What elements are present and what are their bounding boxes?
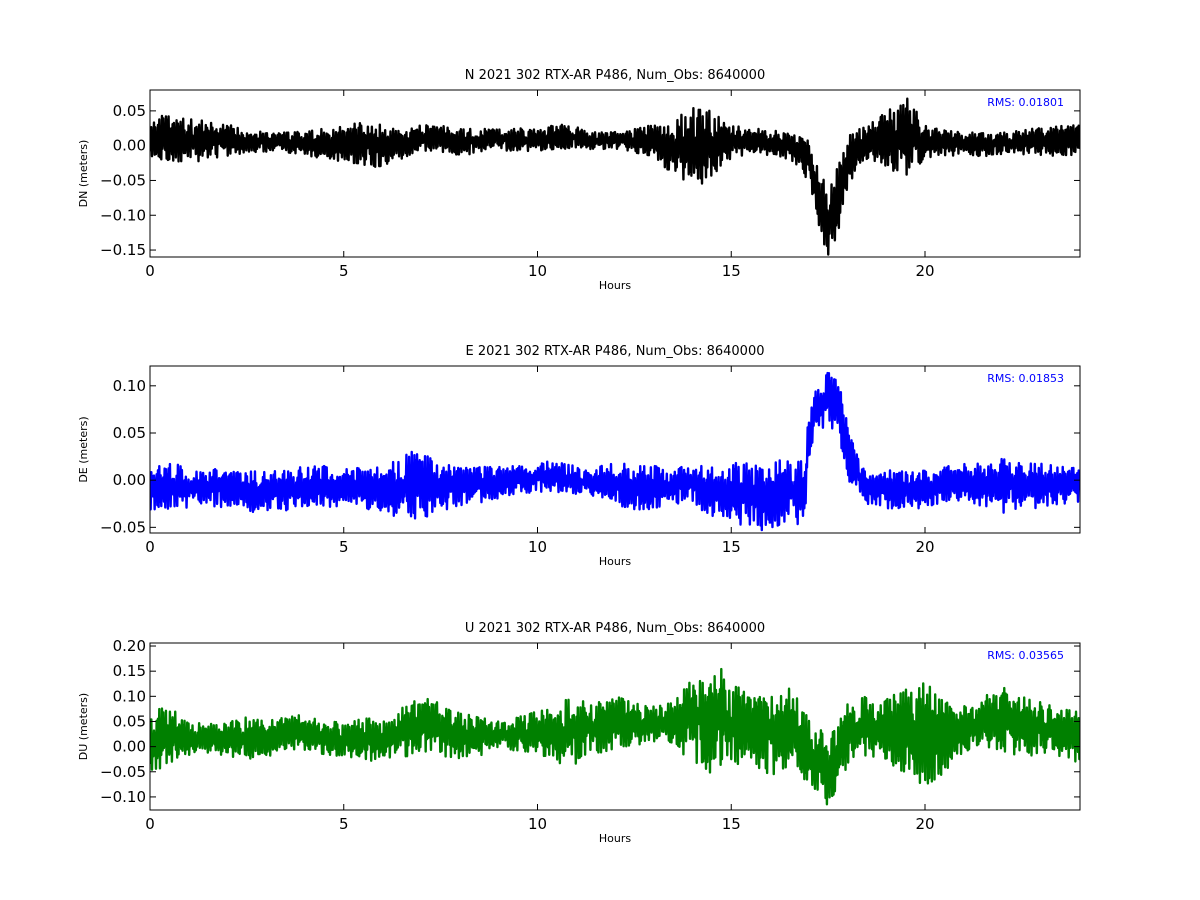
up-ytick-label: 0.20 — [113, 637, 146, 655]
east-xtick-label: 10 — [528, 538, 547, 556]
up-panel: 0 5 10 15 20 0.20 0.15 0.10 0.05 0.00 −0.05 −0.10 U … — [77, 621, 1081, 845]
north-axes-frame — [149, 89, 1081, 258]
east-xtick-label: 20 — [915, 538, 934, 556]
east-ytick-label: 0.00 — [113, 471, 146, 489]
east-xtick-label: 0 — [145, 538, 155, 556]
north-ytick-label: 0.05 — [113, 102, 146, 120]
north-ytick-label: −0.15 — [100, 241, 146, 259]
up-series-line — [150, 667, 1080, 806]
east-ytick-label: 0.05 — [113, 424, 146, 442]
up-ytick-label: −0.10 — [100, 788, 146, 806]
north-rms-annotation: RMS: 0.01801 — [987, 96, 1064, 109]
east-series-line — [150, 371, 1080, 532]
up-rms-annotation: RMS: 0.03565 — [987, 649, 1064, 662]
east-axes-frame — [149, 365, 1081, 534]
north-xtick-label: 20 — [915, 262, 934, 280]
up-chart-title: U 2021 302 RTX-AR P486, Num_Obs: 8640000 — [465, 621, 765, 636]
north-ytick-label: −0.10 — [100, 206, 146, 224]
east-ytick-label: −0.05 — [100, 518, 146, 536]
north-xtick-label: 15 — [722, 262, 741, 280]
up-xtick-label: 15 — [722, 815, 741, 833]
north-xtick-label: 10 — [528, 262, 547, 280]
east-rms-annotation: RMS: 0.01853 — [987, 372, 1064, 385]
north-ytick-label: 0.00 — [113, 137, 146, 155]
up-ytick-label: 0.05 — [113, 712, 146, 730]
up-axes-frame — [149, 642, 1081, 811]
east-xaxis-label: Hours — [599, 555, 631, 568]
north-xtick-label: 0 — [145, 262, 155, 280]
up-ytick-label: 0.00 — [113, 738, 146, 756]
up-xaxis-label: Hours — [599, 832, 631, 845]
east-chart-title: E 2021 302 RTX-AR P486, Num_Obs: 8640000 — [466, 344, 765, 359]
east-yaxis-label: DE (meters) — [77, 416, 90, 482]
north-xaxis-label: Hours — [599, 279, 631, 292]
up-xtick-label: 5 — [339, 815, 349, 833]
up-xtick-label: 20 — [915, 815, 934, 833]
up-ytick-label: 0.15 — [113, 662, 146, 680]
east-ytick-label: 0.10 — [113, 377, 146, 395]
north-ytick-label: −0.05 — [100, 171, 146, 189]
up-yaxis-label: DU (meters) — [77, 693, 90, 760]
east-xtick-label: 15 — [722, 538, 741, 556]
east-xtick-label: 5 — [339, 538, 349, 556]
east-panel: 0 5 10 15 20 0.10 0.05 0.00 −0.05 E 2021 302 RTX-… — [77, 344, 1081, 568]
north-panel: 0 5 10 15 20 0.05 0.00 −0.05 −0.10 −0.15 N 2021 30… — [77, 68, 1081, 292]
north-yaxis-label: DN (meters) — [77, 140, 90, 208]
north-chart-title: N 2021 302 RTX-AR P486, Num_Obs: 8640000 — [465, 68, 765, 83]
north-series-line — [150, 97, 1080, 256]
up-ytick-label: 0.10 — [113, 687, 146, 705]
up-ytick-label: −0.05 — [100, 763, 146, 781]
up-xtick-label: 10 — [528, 815, 547, 833]
up-xtick-label: 0 — [145, 815, 155, 833]
north-xtick-label: 5 — [339, 262, 349, 280]
